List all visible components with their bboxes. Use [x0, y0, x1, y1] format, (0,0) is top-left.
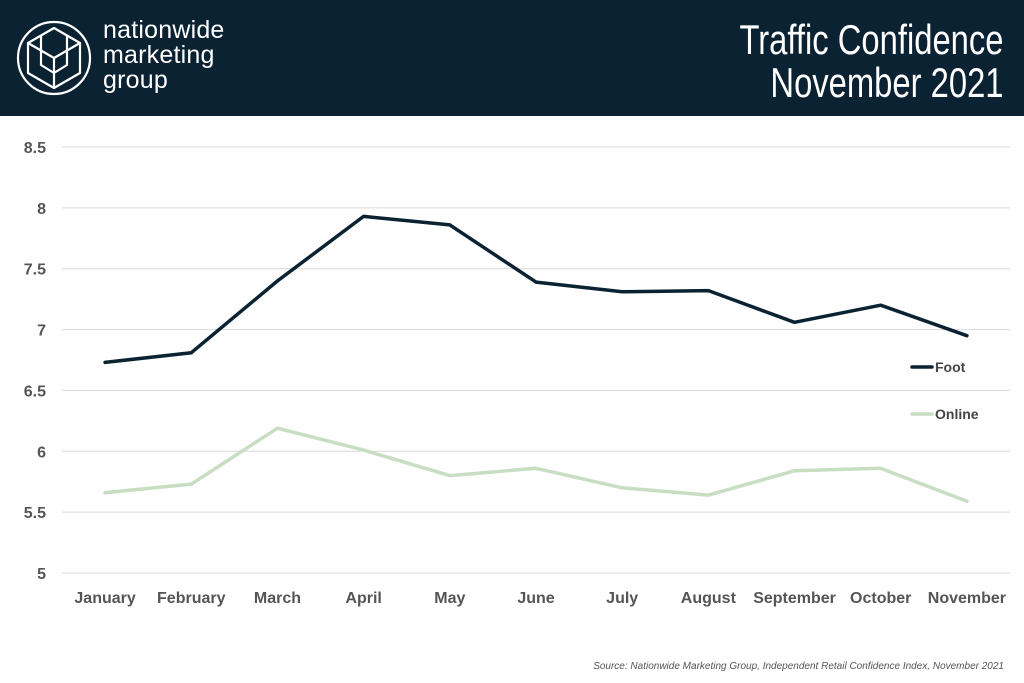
- x-tick-label: February: [157, 590, 226, 607]
- x-tick-label: April: [345, 590, 381, 607]
- nationwide-logo-icon: [16, 20, 92, 96]
- data-point-online: [362, 448, 366, 452]
- line-chart: 5 5.5 6 6.5 7 7.5 8 8.5 January February March Apr…: [24, 140, 1010, 607]
- data-point-foot: [706, 289, 710, 293]
- data-point-online: [620, 486, 624, 490]
- chart-title: Traffic Confidence November 2021: [740, 18, 1004, 104]
- data-point-online: [879, 466, 883, 470]
- data-point-foot: [534, 280, 538, 284]
- data-point-online: [534, 466, 538, 470]
- y-tick-label: 6.5: [24, 383, 46, 400]
- brand-line: group: [103, 66, 168, 94]
- data-point-online: [103, 491, 107, 495]
- y-axis: 5 5.5 6 6.5 7 7.5 8 8.5: [24, 140, 46, 583]
- brand-name: nationwide marketing group: [103, 18, 225, 93]
- series-line-online: [103, 426, 969, 503]
- data-point-online: [706, 493, 710, 497]
- data-point-online: [792, 469, 797, 473]
- y-tick-label: 6: [37, 444, 46, 461]
- title-line: Traffic Confidence: [739, 16, 1004, 63]
- data-point-foot: [448, 223, 452, 227]
- title-line: November 2021: [770, 59, 1004, 106]
- x-tick-label: August: [681, 590, 737, 607]
- y-tick-label: 5: [37, 566, 46, 583]
- brand-line: marketing: [103, 41, 215, 69]
- series-lines: [103, 214, 969, 503]
- y-tick-label: 8: [37, 201, 46, 218]
- data-point-foot: [792, 320, 797, 324]
- data-point-online: [275, 426, 280, 430]
- y-tick-label: 7.5: [24, 262, 46, 279]
- data-point-foot: [620, 290, 624, 294]
- x-tick-label: October: [850, 590, 911, 607]
- x-tick-label: March: [254, 590, 301, 607]
- data-point-foot: [879, 303, 883, 307]
- y-tick-label: 8.5: [24, 140, 46, 157]
- x-tick-label: May: [434, 590, 465, 607]
- x-axis: January February March April May June July Augu…: [74, 590, 1006, 607]
- source-note: Source: Nationwide Marketing Group, Inde…: [593, 661, 1004, 672]
- brand-line: nationwide: [103, 16, 225, 44]
- legend-label-foot: Foot: [935, 359, 966, 375]
- data-point-online: [189, 482, 193, 486]
- data-point-online: [965, 499, 969, 503]
- x-tick-label: July: [606, 590, 638, 607]
- grid-lines: [62, 146, 1010, 574]
- data-point-online: [448, 474, 452, 478]
- header-banner: nationwide marketing group Traffic Confi…: [0, 0, 1024, 116]
- x-tick-label: September: [753, 590, 836, 607]
- x-tick-label: June: [517, 590, 554, 607]
- legend-label-online: Online: [935, 406, 979, 422]
- x-tick-label: November: [928, 590, 1006, 607]
- data-point-foot: [275, 279, 280, 283]
- data-point-foot: [362, 214, 366, 218]
- legend: Foot Online: [910, 359, 979, 422]
- data-point-foot: [103, 360, 107, 365]
- data-point-foot: [189, 351, 193, 355]
- x-tick-label: January: [74, 590, 135, 607]
- data-point-foot: [965, 334, 969, 338]
- y-tick-label: 7: [37, 323, 46, 340]
- y-tick-label: 5.5: [24, 505, 46, 522]
- series-line-foot: [103, 214, 969, 365]
